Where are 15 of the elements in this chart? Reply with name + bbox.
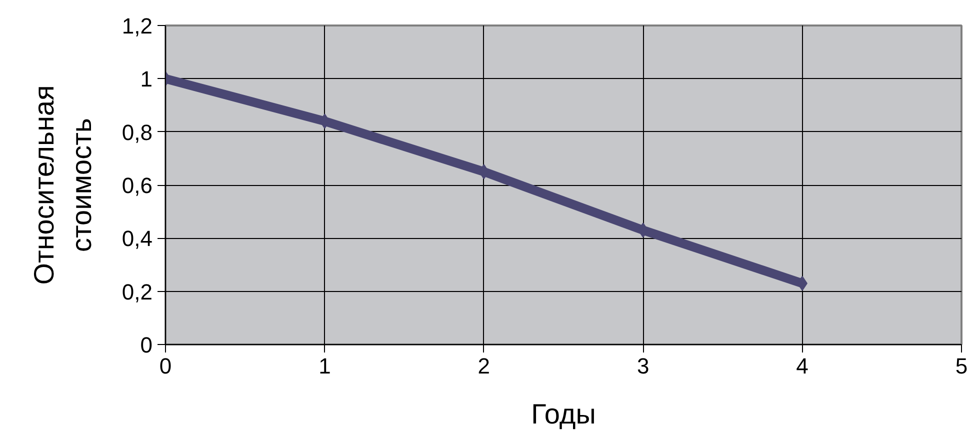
y-tick-label: 0,8 — [122, 120, 153, 145]
y-tick-label: 0,2 — [122, 279, 153, 304]
x-tick-label: 5 — [955, 354, 968, 378]
x-tick-label: 4 — [796, 354, 808, 378]
y-tick-label: 0,4 — [122, 226, 153, 252]
y-tick-label: 1 — [140, 66, 153, 92]
y-axis-title: Относительная стоимость — [28, 85, 97, 285]
x-tick-label: 3 — [636, 354, 650, 378]
x-axis-title: Годы — [531, 398, 596, 430]
x-tick-label: 2 — [478, 354, 490, 378]
y-tick-label: 1,2 — [122, 14, 153, 38]
x-tick-label: 1 — [318, 354, 331, 378]
y-tick-label: 0 — [140, 332, 153, 358]
x-tick-label: 0 — [159, 354, 172, 378]
y-tick-label: 0,6 — [122, 173, 153, 198]
